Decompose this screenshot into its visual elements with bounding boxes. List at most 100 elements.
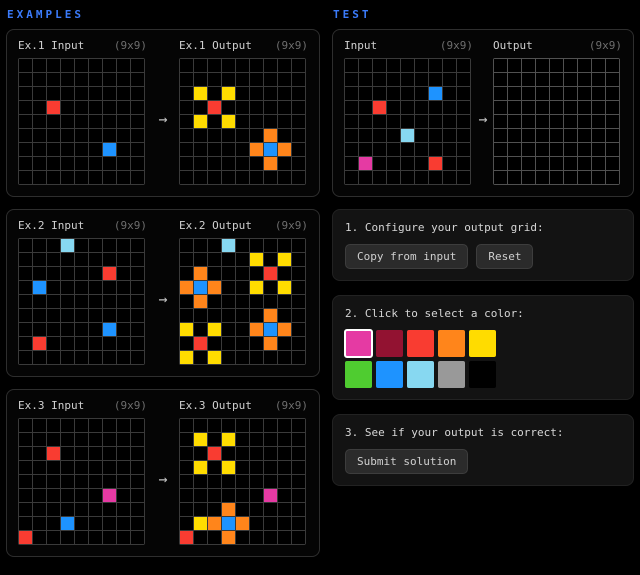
- grid-cell[interactable]: [508, 101, 521, 114]
- grid-cell[interactable]: [550, 101, 563, 114]
- reset-button[interactable]: Reset: [476, 244, 534, 269]
- grid-cell[interactable]: [592, 101, 605, 114]
- grid-cell[interactable]: [550, 143, 563, 156]
- grid-cell[interactable]: [592, 59, 605, 72]
- grid-cell[interactable]: [536, 129, 549, 142]
- grid-cell[interactable]: [592, 143, 605, 156]
- grid-cell[interactable]: [536, 171, 549, 184]
- grid-cell[interactable]: [494, 87, 507, 100]
- grid-cell[interactable]: [564, 157, 577, 170]
- grid-cell[interactable]: [494, 73, 507, 86]
- grid-cell[interactable]: [578, 143, 591, 156]
- grid-cell[interactable]: [564, 87, 577, 100]
- grid-cell[interactable]: [508, 73, 521, 86]
- grid-cell: [180, 323, 193, 336]
- grid-cell[interactable]: [536, 59, 549, 72]
- grid-cell[interactable]: [536, 115, 549, 128]
- grid-cell[interactable]: [522, 171, 535, 184]
- color-swatch-orange[interactable]: [438, 330, 465, 357]
- grid-cell[interactable]: [578, 115, 591, 128]
- grid-cell[interactable]: [578, 171, 591, 184]
- grid-cell[interactable]: [522, 87, 535, 100]
- color-swatch-grey[interactable]: [438, 361, 465, 388]
- grid-cell[interactable]: [564, 143, 577, 156]
- grid-cell[interactable]: [606, 143, 619, 156]
- color-swatch-azure[interactable]: [407, 361, 434, 388]
- color-swatch-yellow[interactable]: [469, 330, 496, 357]
- grid-cell[interactable]: [522, 115, 535, 128]
- grid-cell[interactable]: [494, 143, 507, 156]
- grid-cell[interactable]: [550, 115, 563, 128]
- grid-cell[interactable]: [606, 59, 619, 72]
- grid-cell[interactable]: [606, 115, 619, 128]
- grid-cell[interactable]: [508, 115, 521, 128]
- grid-cell[interactable]: [536, 157, 549, 170]
- grid-cell: [250, 419, 263, 432]
- grid-cell[interactable]: [578, 157, 591, 170]
- grid-cell[interactable]: [522, 59, 535, 72]
- grid-cell[interactable]: [606, 171, 619, 184]
- grid-cell[interactable]: [494, 171, 507, 184]
- grid-cell[interactable]: [550, 171, 563, 184]
- grid-cell[interactable]: [578, 87, 591, 100]
- grid-cell[interactable]: [578, 59, 591, 72]
- grid-cell[interactable]: [522, 143, 535, 156]
- grid-cell: [264, 461, 277, 474]
- grid-cell: [278, 447, 291, 460]
- grid-cell[interactable]: [606, 129, 619, 142]
- grid-cell[interactable]: [508, 87, 521, 100]
- grid-cell[interactable]: [592, 129, 605, 142]
- grid-cell[interactable]: [508, 157, 521, 170]
- grid-cell[interactable]: [550, 87, 563, 100]
- submit-solution-button[interactable]: Submit solution: [345, 449, 469, 474]
- color-swatch-black[interactable]: [469, 361, 496, 388]
- color-swatch-maroon[interactable]: [376, 330, 403, 357]
- grid-cell[interactable]: [536, 101, 549, 114]
- grid-cell: [180, 87, 193, 100]
- grid-cell[interactable]: [550, 73, 563, 86]
- grid-cell[interactable]: [606, 101, 619, 114]
- color-swatch-red[interactable]: [407, 330, 434, 357]
- grid-cell[interactable]: [494, 101, 507, 114]
- grid-cell[interactable]: [536, 143, 549, 156]
- grid-cell[interactable]: [536, 87, 549, 100]
- grid-cell[interactable]: [508, 171, 521, 184]
- grid-cell[interactable]: [564, 129, 577, 142]
- grid-cell[interactable]: [606, 157, 619, 170]
- grid-cell[interactable]: [508, 59, 521, 72]
- grid-cell[interactable]: [522, 73, 535, 86]
- color-swatch-magenta[interactable]: [344, 329, 373, 358]
- grid-cell[interactable]: [578, 101, 591, 114]
- grid-cell[interactable]: [522, 157, 535, 170]
- grid-cell[interactable]: [536, 73, 549, 86]
- grid-cell[interactable]: [550, 157, 563, 170]
- grid-cell[interactable]: [578, 73, 591, 86]
- grid-cell[interactable]: [508, 129, 521, 142]
- grid-cell[interactable]: [564, 101, 577, 114]
- grid-cell[interactable]: [564, 59, 577, 72]
- grid-cell[interactable]: [592, 171, 605, 184]
- color-swatch-green[interactable]: [345, 361, 372, 388]
- grid-cell[interactable]: [522, 101, 535, 114]
- copy-from-input-button[interactable]: Copy from input: [345, 244, 469, 269]
- grid-cell[interactable]: [494, 157, 507, 170]
- grid-cell[interactable]: [606, 73, 619, 86]
- grid-cell[interactable]: [494, 115, 507, 128]
- grid-cell[interactable]: [550, 129, 563, 142]
- grid-cell[interactable]: [592, 157, 605, 170]
- grid-cell[interactable]: [564, 115, 577, 128]
- grid-cell[interactable]: [578, 129, 591, 142]
- test-output-grid[interactable]: [493, 58, 620, 185]
- grid-cell[interactable]: [550, 59, 563, 72]
- grid-cell[interactable]: [592, 73, 605, 86]
- grid-cell[interactable]: [592, 115, 605, 128]
- grid-cell[interactable]: [564, 73, 577, 86]
- grid-cell[interactable]: [494, 59, 507, 72]
- grid-cell[interactable]: [494, 129, 507, 142]
- grid-cell[interactable]: [564, 171, 577, 184]
- grid-cell[interactable]: [606, 87, 619, 100]
- grid-cell[interactable]: [508, 143, 521, 156]
- grid-cell[interactable]: [592, 87, 605, 100]
- color-swatch-blue[interactable]: [376, 361, 403, 388]
- grid-cell[interactable]: [522, 129, 535, 142]
